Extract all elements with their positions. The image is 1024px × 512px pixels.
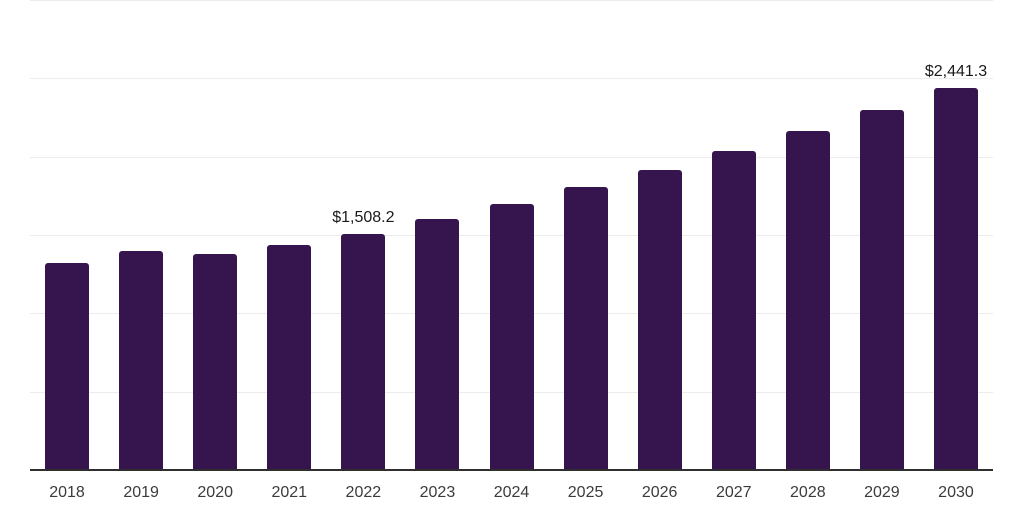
bar-slot [623, 0, 697, 470]
x-tick-label: 2022 [345, 484, 382, 501]
bar-slot [400, 0, 474, 470]
bar-2027 [711, 151, 756, 470]
x-tick-label: 2018 [49, 484, 85, 501]
bar-slot: $2,441.3 [919, 0, 993, 470]
x-axis-labels: 2018 2019 2020 2021 2022 2023 2024 2025 2026 2027… [30, 484, 993, 502]
bar-2021 [267, 244, 312, 470]
bar-slot [178, 0, 252, 470]
x-tick-label: 2019 [123, 484, 159, 501]
x-tick-label: 2024 [493, 484, 530, 501]
bar-slot [771, 0, 845, 470]
bar-2023 [415, 219, 460, 470]
gridline [30, 0, 993, 1]
bar-2025 [563, 187, 608, 470]
bar-2026 [637, 169, 682, 470]
bar-slot [845, 0, 919, 470]
bar-2018 [45, 263, 90, 470]
x-tick-label: 2028 [790, 484, 826, 501]
bar-value-label: $1,508.2 [332, 208, 395, 226]
bar-2019 [119, 250, 164, 470]
x-tick-label: 2026 [641, 484, 678, 501]
x-axis-line [30, 469, 993, 471]
bar-slot [549, 0, 623, 470]
bar-slot [697, 0, 771, 470]
bar-2028 [785, 131, 830, 470]
bar-slot [252, 0, 326, 470]
x-tick-label: 2029 [864, 484, 900, 501]
plot-area: $1,508.2 $2,441.3 [30, 0, 993, 471]
bar-2020 [193, 253, 238, 470]
bar-2029 [859, 110, 904, 470]
bar-slot [104, 0, 178, 470]
gridline [30, 156, 993, 158]
bars: $1,508.2 $2,441.3 [30, 0, 993, 470]
bar-slot [474, 0, 548, 470]
bar-2024 [489, 203, 534, 470]
bar-slot: $1,508.2 [326, 0, 400, 470]
bar-slot [30, 0, 104, 470]
x-tick-label: 2021 [271, 484, 308, 501]
gridline [30, 78, 993, 80]
bar-2022 [341, 233, 386, 470]
x-tick-label: 2023 [419, 484, 456, 501]
x-tick-label: 2027 [715, 484, 752, 501]
bar-value-label: $2,441.3 [924, 62, 988, 80]
x-tick-label: 2025 [567, 484, 604, 501]
x-tick-label: 2030 [938, 484, 974, 501]
bar-2030 [933, 87, 978, 470]
x-tick-label: 2020 [197, 484, 233, 501]
